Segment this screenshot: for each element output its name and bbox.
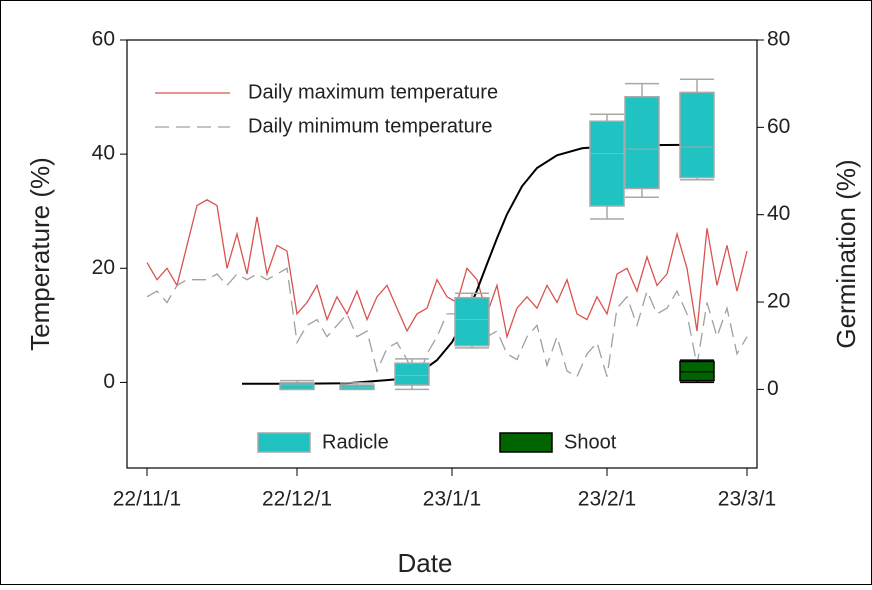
box	[589, 120, 625, 207]
x-tick-label: 23/3/1	[718, 488, 776, 511]
legend-label: Daily minimum temperature	[248, 115, 493, 137]
x-tick-label: 22/11/1	[113, 488, 182, 511]
y2-tick-label: 0	[767, 377, 779, 400]
box	[679, 360, 715, 382]
x-axis-title: Date	[398, 548, 453, 578]
x-tick-label: 23/2/1	[578, 488, 636, 511]
y-axis-title: Temperature (%)	[25, 157, 55, 351]
box	[679, 91, 715, 179]
box	[279, 382, 315, 391]
y2-tick-label: 80	[767, 28, 790, 51]
legend-swatch	[257, 432, 311, 453]
y2-tick-label: 40	[767, 202, 790, 225]
y-tick-label: 40	[92, 142, 115, 165]
plot-area	[126, 39, 758, 469]
y2-tick-label: 60	[767, 115, 790, 138]
y-tick-label: 20	[92, 256, 115, 279]
line	[242, 143, 698, 385]
legend-label: Shoot	[564, 431, 617, 453]
box	[454, 296, 490, 347]
y2-tick-label: 20	[767, 290, 790, 313]
x-tick-label: 22/12/1	[262, 488, 332, 511]
box	[624, 96, 660, 190]
y-tick-label: 0	[103, 370, 115, 393]
legend-label: Radicle	[322, 431, 389, 453]
line	[146, 199, 748, 340]
x-tick-label: 23/1/1	[423, 488, 481, 511]
line	[146, 267, 748, 385]
y2-axis-title: Germination (%)	[831, 159, 861, 348]
legend-label: Daily maximum temperature	[248, 81, 498, 103]
y-tick-label: 60	[92, 28, 115, 51]
legend-swatch	[499, 432, 553, 453]
box	[394, 362, 430, 386]
